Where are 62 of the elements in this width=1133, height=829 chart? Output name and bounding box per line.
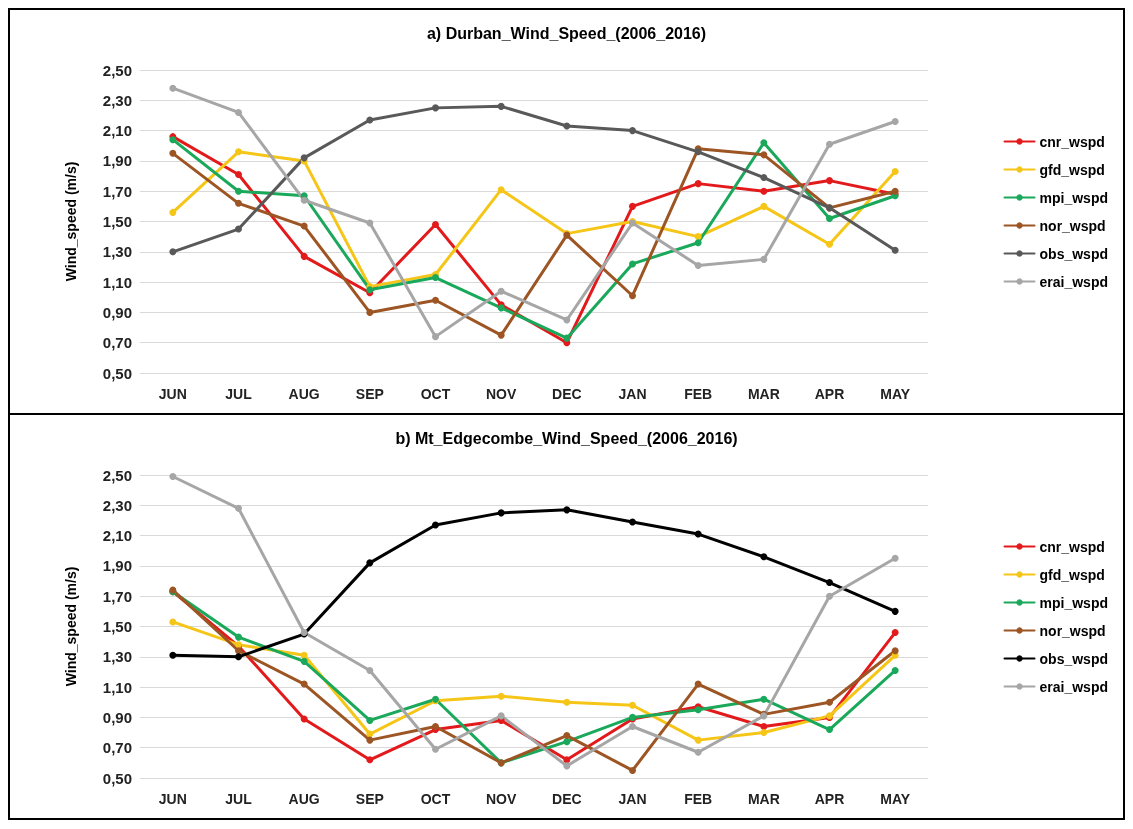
y-tick-label: 0,90: [102, 303, 132, 321]
x-tick-label: SEP: [355, 386, 384, 402]
legend-label: gfd_wspd: [1039, 566, 1105, 583]
legend-label: erai_wspd: [1039, 273, 1109, 290]
legend-label: cnr_wspd: [1039, 133, 1105, 150]
y-tick-label: 1,50: [102, 213, 132, 230]
x-tick-label: MAY: [880, 386, 911, 402]
y-tick-label: 1,90: [102, 557, 132, 575]
y-tick-label: 1,90: [102, 152, 132, 170]
x-tick-label: JUL: [225, 791, 253, 807]
legend-label: mpi_wspd: [1039, 189, 1108, 206]
x-tick-label: MAY: [880, 791, 911, 807]
legend-label: nor_wspd: [1039, 622, 1106, 639]
chart-title: a) Durban_Wind_Speed_(2006_2016): [426, 24, 707, 42]
y-tick-label: 1,10: [102, 678, 132, 696]
y-tick-label: 2,30: [102, 496, 132, 514]
x-tick-label: AUG: [288, 386, 320, 402]
y-tick-label: 0,50: [102, 769, 132, 787]
y-tick-label: 1,70: [102, 587, 132, 605]
y-tick-label: 1,30: [102, 243, 132, 261]
x-tick-label: OCT: [420, 791, 451, 807]
x-tick-label: MAR: [747, 386, 780, 402]
x-tick-label: APR: [814, 386, 845, 402]
y-tick-label: 0,90: [102, 708, 132, 726]
y-tick-label: 0,70: [102, 739, 132, 757]
y-tick-label: 2,50: [102, 61, 132, 79]
y-axis-title: Wind_speed (m/s): [63, 161, 79, 282]
x-tick-label: AUG: [288, 791, 320, 807]
x-tick-label: APR: [814, 791, 845, 807]
y-tick-label: 2,10: [102, 527, 132, 545]
y-tick-label: 1,10: [102, 273, 132, 291]
legend-label: cnr_wspd: [1039, 538, 1105, 555]
y-tick-label: 0,70: [102, 334, 132, 352]
y-tick-label: 2,10: [102, 122, 132, 140]
x-tick-label: JUL: [225, 386, 253, 402]
legend-label: mpi_wspd: [1039, 594, 1108, 611]
legend-label: obs_wspd: [1039, 650, 1108, 667]
legend-label: obs_wspd: [1039, 245, 1108, 262]
x-tick-label: NOV: [485, 386, 517, 402]
x-tick-label: FEB: [684, 386, 713, 402]
y-tick-label: 1,30: [102, 648, 132, 666]
x-tick-label: JUN: [158, 386, 187, 402]
x-tick-label: SEP: [355, 791, 384, 807]
x-tick-label: JUN: [158, 791, 187, 807]
y-tick-label: 0,50: [102, 364, 132, 382]
x-tick-label: NOV: [485, 791, 517, 807]
x-tick-label: JAN: [618, 791, 647, 807]
x-tick-label: MAR: [747, 791, 780, 807]
legend-label: gfd_wspd: [1039, 161, 1105, 178]
x-tick-label: DEC: [552, 386, 582, 402]
x-tick-label: FEB: [684, 791, 713, 807]
x-tick-label: DEC: [552, 791, 582, 807]
y-axis-title: Wind_speed (m/s): [63, 566, 79, 687]
y-tick-label: 1,70: [102, 182, 132, 200]
y-tick-label: 1,50: [102, 618, 132, 635]
y-tick-label: 2,50: [102, 466, 132, 484]
x-tick-label: OCT: [420, 386, 451, 402]
chart-title: b) Mt_Edgecombe_Wind_Speed_(2006_2016): [395, 429, 738, 447]
y-tick-label: 2,30: [102, 91, 132, 109]
legend-label: nor_wspd: [1039, 217, 1106, 234]
legend-label: erai_wspd: [1039, 678, 1109, 695]
x-tick-label: JAN: [618, 386, 647, 402]
